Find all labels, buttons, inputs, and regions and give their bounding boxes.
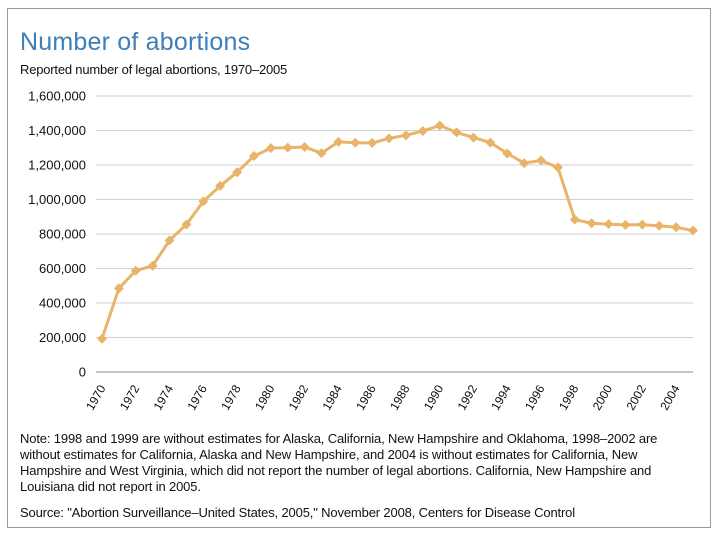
data-point [316,148,327,159]
x-tick-label: 1974 [151,382,177,412]
x-tick-label: 1998 [556,382,582,412]
chart-title: Number of abortions [20,28,251,56]
y-tick-label: 1,600,000 [28,89,86,104]
x-tick-label: 1990 [421,382,447,412]
data-point [333,136,344,147]
data-point [113,283,124,294]
data-point [654,220,665,231]
data-point [451,127,462,138]
gridlines [96,95,693,338]
data-point [181,219,192,230]
data-point [130,265,141,276]
data-point [519,158,530,169]
x-tick-label: 1984 [320,382,346,412]
data-point [350,137,361,148]
data-point [434,120,445,131]
y-tick-label: 1,000,000 [28,192,86,207]
data-point [637,219,648,230]
x-tick-label: 1992 [455,382,481,412]
data-point [688,225,698,236]
y-tick-label: 1,200,000 [28,158,86,173]
x-tick-label: 1988 [387,382,413,412]
data-point [671,222,682,233]
data-point [536,155,547,166]
y-tick-label: 600,000 [39,261,86,276]
data-points [97,120,698,344]
data-point [198,196,209,207]
y-tick-label: 200,000 [39,330,86,345]
x-tick-label: 1994 [488,382,514,412]
data-point [265,143,276,154]
data-point [502,148,513,159]
data-point [552,162,563,173]
data-point [248,151,259,162]
x-tick-label: 2004 [657,382,683,412]
data-point [164,235,175,246]
x-tick-label: 1972 [117,382,143,412]
data-point [569,214,580,225]
x-tick-label: 1986 [353,382,379,412]
y-axis-ticks: 1,600,000 1,400,000 1,200,000 1,000,000 800,… [28,89,86,380]
x-tick-label: 1980 [252,382,278,412]
x-axis-ticks: 1970 1972 1974 1976 1978 1980 1982 1984 1986 1988… [83,382,683,412]
series-line [100,124,694,340]
y-tick-label: 1,400,000 [28,123,86,138]
chart-note: Note: 1998 and 1999 are without estimate… [20,431,658,494]
y-tick-label: 800,000 [39,227,86,242]
data-point [147,260,158,271]
x-tick-label: 1982 [286,382,312,412]
data-point [384,133,395,144]
data-point [468,132,479,143]
data-point [586,218,597,229]
x-tick-label: 1976 [184,382,210,412]
data-point [485,137,496,148]
x-tick-label: 1970 [83,382,109,412]
data-point [282,142,293,153]
y-tick-label: 0 [79,365,86,380]
data-point [620,219,631,230]
chart-source: Source: "Abortion Surveillance–United St… [20,505,576,520]
x-tick-label: 1978 [218,382,244,412]
x-tick-label: 1996 [522,382,548,412]
data-point [97,333,107,344]
data-point [299,142,310,153]
data-point [367,137,378,148]
data-point [417,126,428,137]
chart-subtitle: Reported number of legal abortions, 1970… [20,62,288,77]
data-point [400,130,411,141]
data-point [603,219,614,230]
x-tick-label: 2002 [623,382,649,412]
x-tick-label: 2000 [590,382,616,412]
y-tick-label: 400,000 [39,296,86,311]
data-point [232,167,243,178]
data-point [215,180,226,191]
